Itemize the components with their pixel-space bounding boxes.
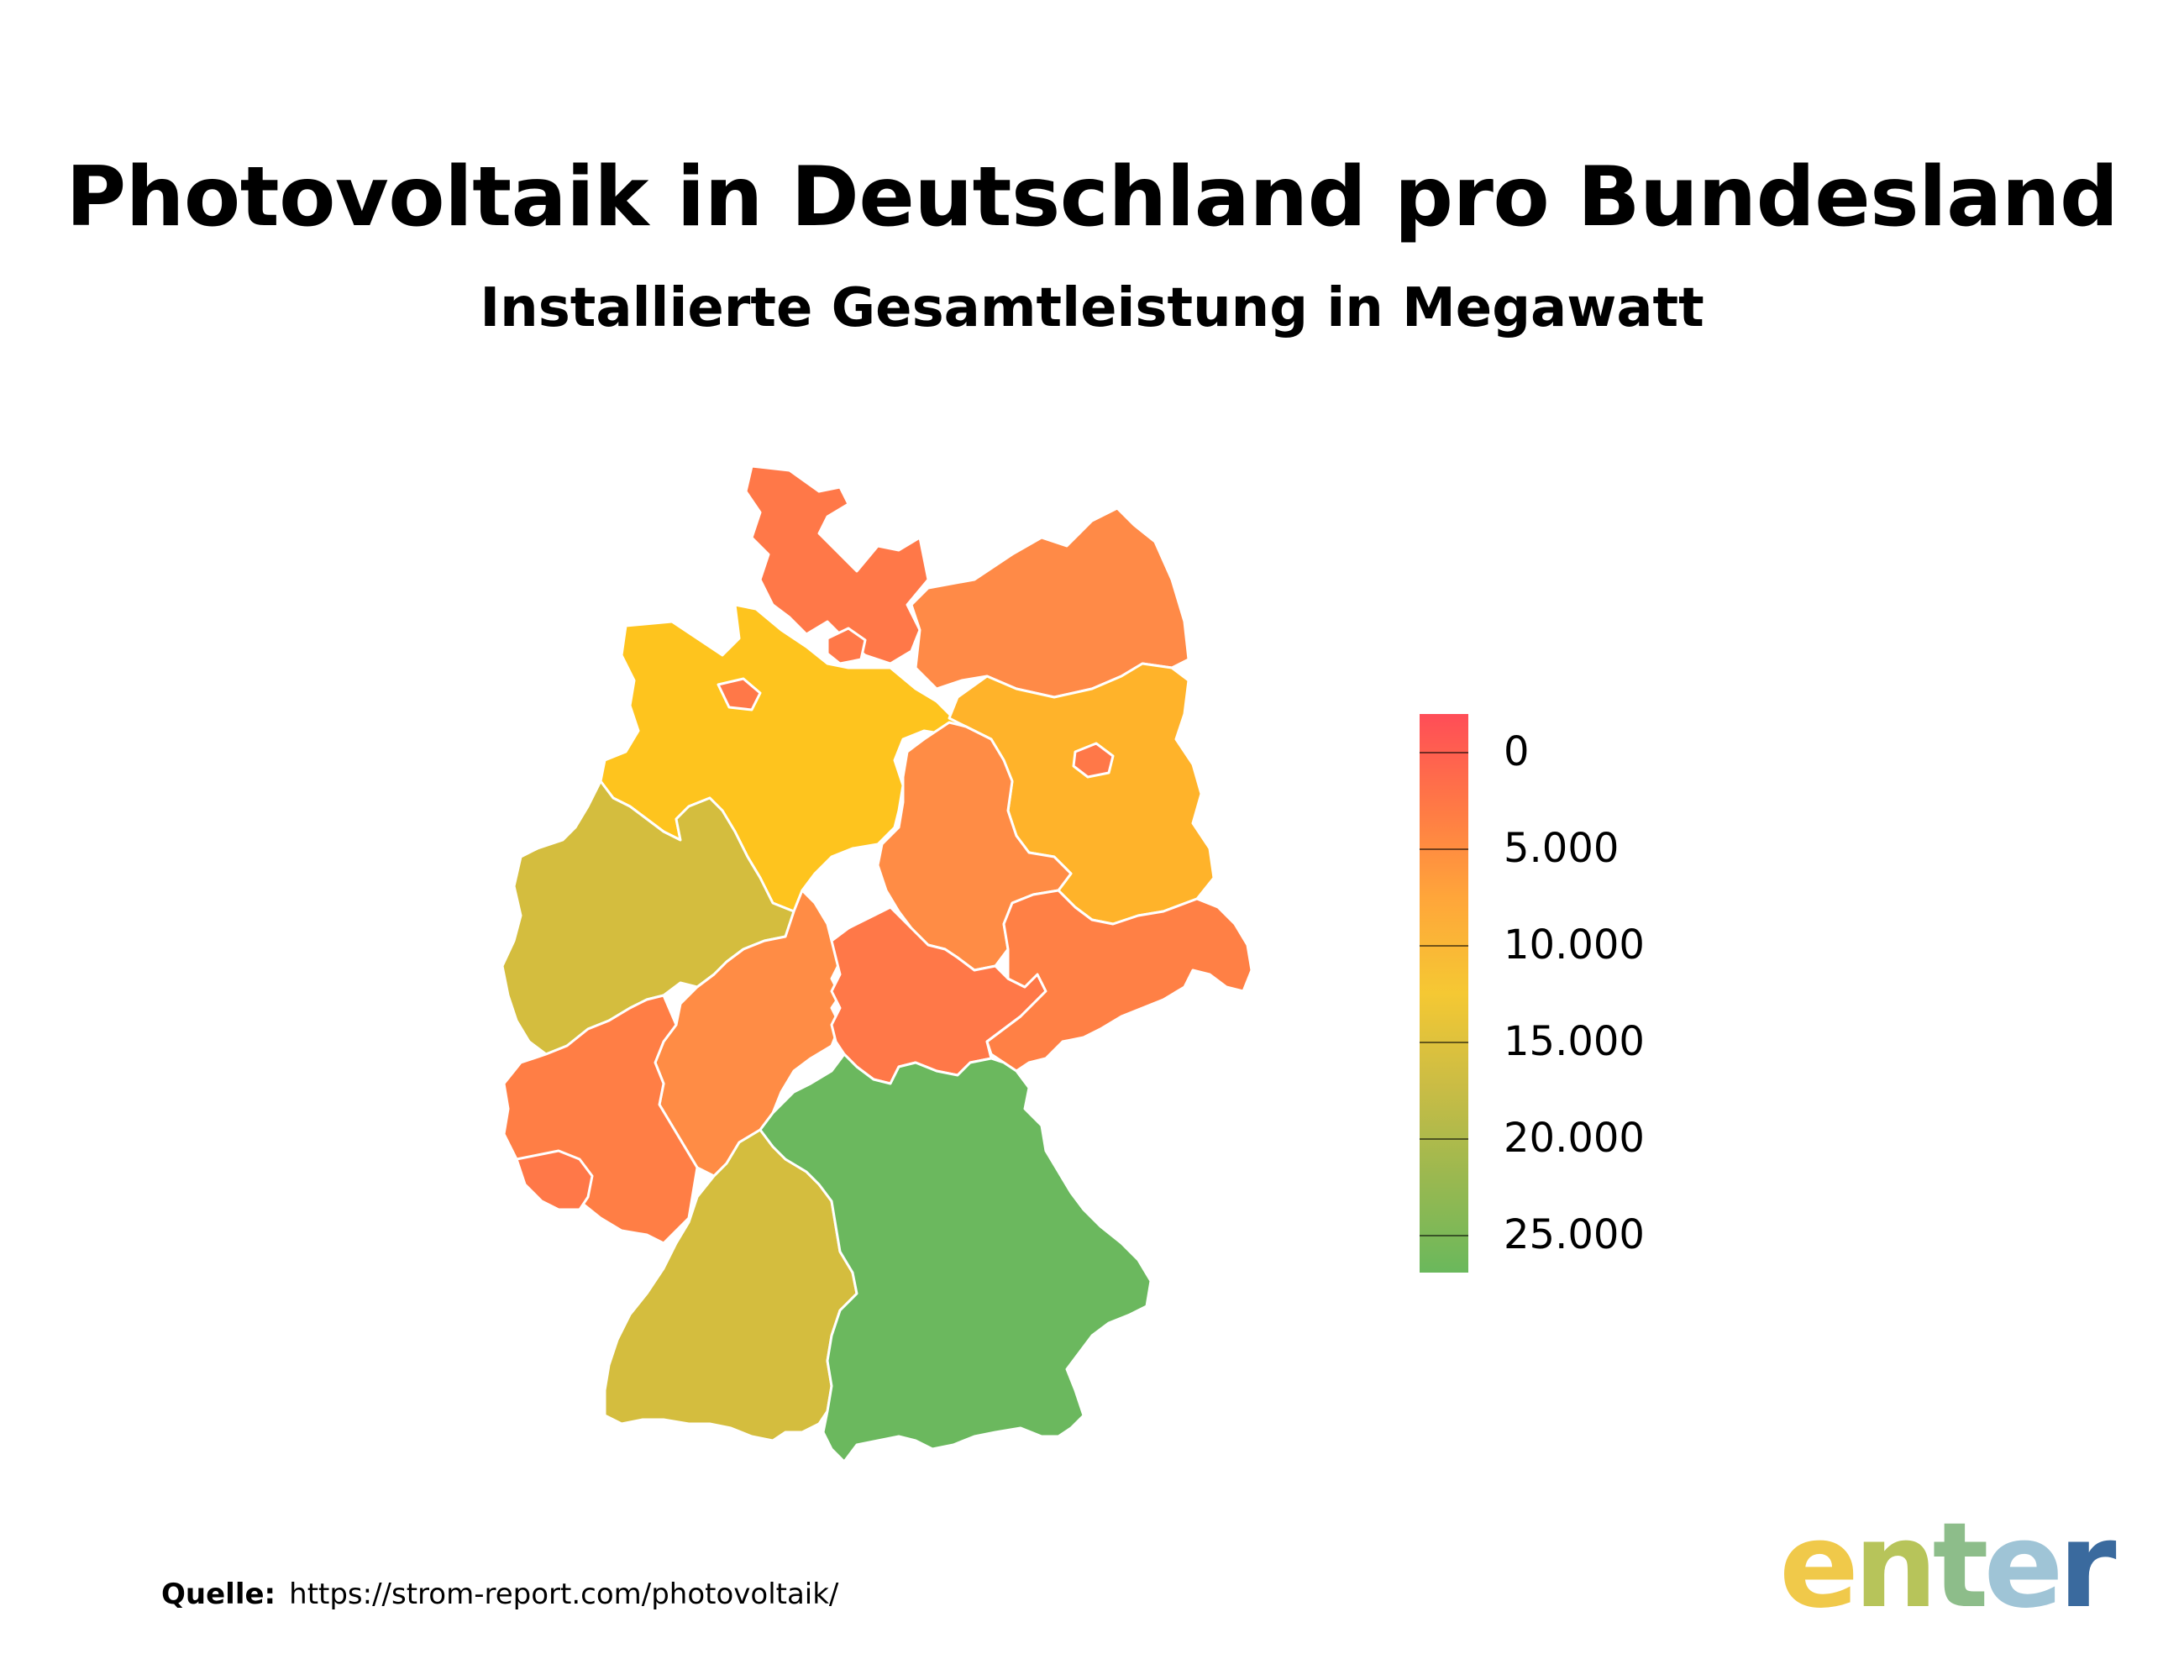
source-line: Quelle: https://strom-report.com/photovol…: [161, 1578, 838, 1611]
legend-tick-line: [1420, 752, 1468, 753]
logo-letter: e: [1983, 1498, 2064, 1635]
map-title: Photovoltaik in Deutschland pro Bundesla…: [66, 150, 2118, 245]
legend-tick-label: 25.000: [1504, 1211, 1645, 1258]
map-subtitle: Installierte Gesamtleistung in Megawatt: [480, 277, 1704, 339]
state-bayern[interactable]: [759, 1053, 1152, 1463]
legend-tick-label: 15.000: [1504, 1018, 1645, 1065]
state-bremen[interactable]: [717, 677, 762, 711]
state-sachsen[interactable]: [985, 889, 1253, 1073]
legend-tick-line: [1420, 1138, 1468, 1140]
legend-tick-label: 5.000: [1504, 825, 1620, 872]
source-link[interactable]: https://strom-report.com/photovoltaik/: [289, 1578, 839, 1611]
enter-logo: enter: [1779, 1498, 2117, 1635]
source-label: Quelle:: [161, 1578, 276, 1611]
legend-tick-line: [1420, 848, 1468, 850]
logo-letter: r: [2058, 1498, 2117, 1635]
state-berlin[interactable]: [1072, 742, 1115, 779]
legend-tick-label: 0: [1504, 728, 1530, 775]
logo-letter: n: [1853, 1498, 1938, 1635]
legend-tick-line: [1420, 1235, 1468, 1236]
state-hamburg[interactable]: [826, 627, 867, 665]
legend-tick-label: 10.000: [1504, 921, 1645, 969]
logo-letter: t: [1932, 1498, 1989, 1635]
state-saarland[interactable]: [515, 1149, 594, 1211]
legend-tick-line: [1420, 945, 1468, 947]
legend-tick-label: 20.000: [1504, 1115, 1645, 1162]
legend-tick-line: [1420, 1042, 1468, 1043]
logo-letter: e: [1779, 1498, 1859, 1635]
legend-color-bar: [1420, 714, 1468, 1273]
